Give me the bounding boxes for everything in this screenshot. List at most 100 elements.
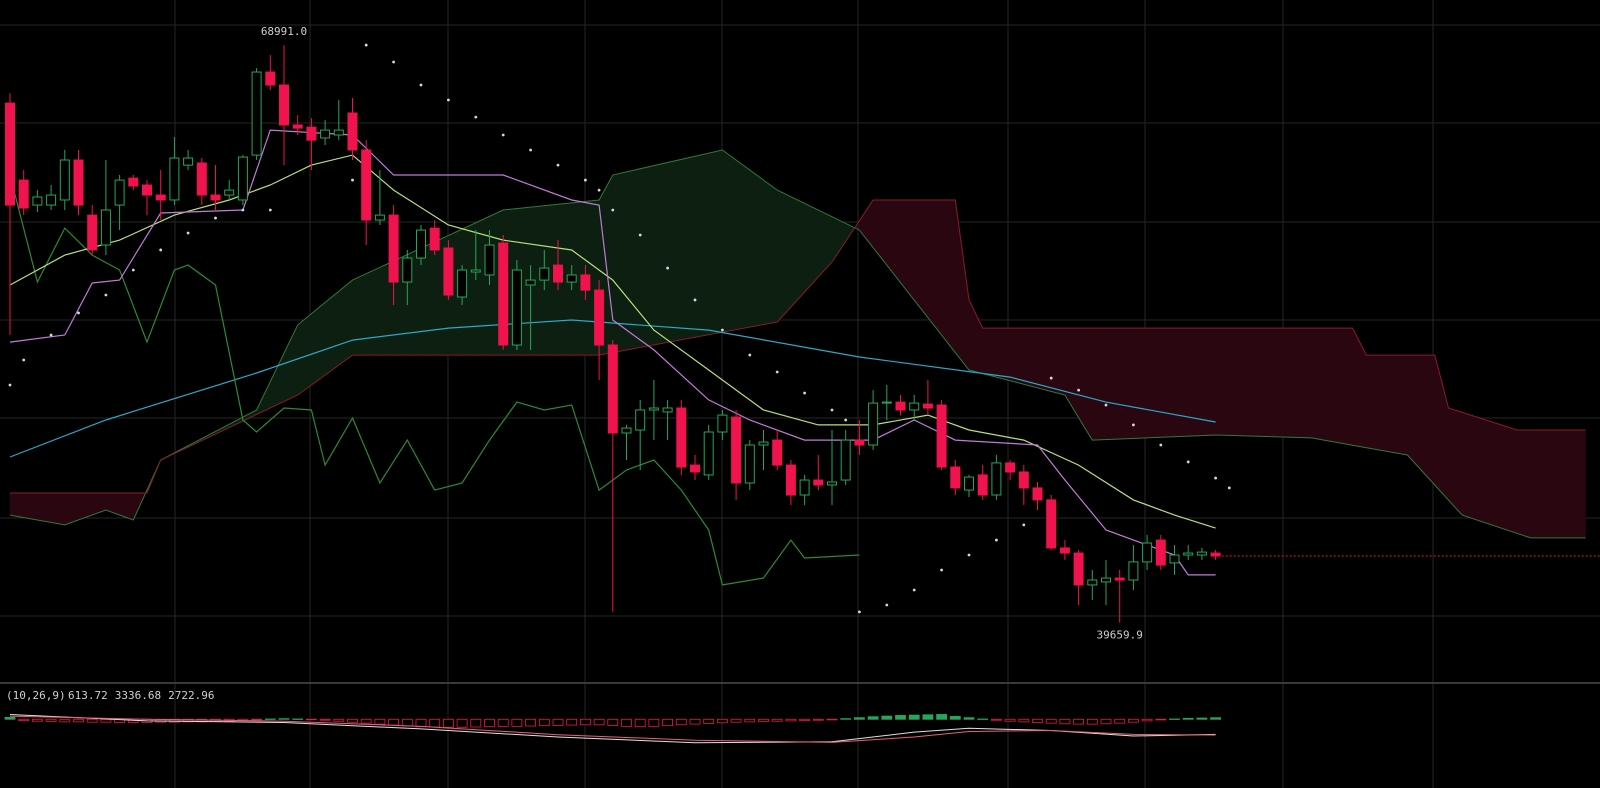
candle-body [1087,579,1098,586]
macd-bar [1059,718,1071,725]
high-label: 68991.0 [261,25,307,38]
candle-body [498,242,509,346]
macd-bar [18,718,30,721]
candle-body [320,129,331,139]
candle-body [936,404,947,468]
macd-bar [319,718,331,721]
cloud-fill [1092,327,1216,441]
sar-dot [1186,460,1190,464]
macd-bar [1169,718,1180,720]
cloud-fill [1215,327,1312,439]
macd-bar [415,718,427,728]
sar-dot [8,383,12,387]
sar-dot [1049,376,1053,380]
macd-bar [511,718,523,727]
macd-bar [662,718,673,727]
macd-bar [854,717,865,720]
candle-body [18,179,29,209]
low-label: 39659.9 [1097,629,1143,642]
candle-body [416,229,426,259]
macd-bar [634,718,646,728]
candle-body [32,196,43,206]
sar-dot [419,83,423,87]
macd-bar [292,718,304,720]
candle-body [183,157,194,166]
sar-dot [529,148,532,152]
macd-bar [977,718,989,720]
candle-body [306,126,317,141]
macd-bar [484,718,495,728]
macd-bar [86,718,98,723]
candle-body [1073,552,1084,586]
candle-body [196,162,207,196]
sar-dot [693,298,697,302]
macd-bar [347,718,358,723]
macd-bar [1196,717,1208,720]
candle-body [977,474,988,496]
macd-bar [59,718,71,723]
macd-bar [1004,718,1016,722]
candle-body [1018,471,1029,489]
candle-body [279,84,289,126]
sar-dot [1077,388,1080,392]
candle-body [895,401,906,411]
sar-dot [268,208,272,212]
macd-bar [936,714,947,720]
cloud-fill [1461,412,1518,534]
macd-readout: 3336.68 [115,689,161,702]
macd-bar [538,718,550,727]
candle-body [785,464,796,496]
indicator-line [9,129,1216,576]
sar-dot [364,43,368,47]
macd-bar [648,718,660,727]
sar-dot [131,268,135,272]
macd-bar [456,718,468,728]
candle-body [703,431,714,476]
macd-bar [1073,718,1084,725]
candle-body [607,344,618,434]
candle-body [443,247,454,296]
macd-bar [360,718,372,724]
candle-body [1196,551,1207,556]
macd-bar [4,716,16,720]
candle-body [1155,539,1166,566]
macd-bar [758,718,769,722]
sar-dot [392,60,395,64]
macd-bar [1018,718,1030,723]
macd-bar [840,718,852,720]
candle-body [580,274,591,291]
candle-body [717,414,728,433]
candle-body [922,403,933,409]
candle-body [991,462,1002,496]
candle-body [237,156,248,201]
candle-body [813,479,824,486]
candle-body [292,124,303,129]
macd-bar [730,718,742,723]
macd-bar [1045,718,1057,724]
macd-bar [1032,718,1043,723]
macd-bar [689,718,701,725]
candle-body [881,401,892,404]
sar-dot [241,208,245,212]
macd-bar [388,718,400,726]
candle-body [772,439,783,466]
candle-body [100,209,111,246]
macd-bar [580,718,591,726]
sar-dot [803,391,806,395]
candle-body [251,71,262,156]
macd-bar [607,718,619,726]
sar-dot [830,408,834,412]
cloud-fill [1311,327,1353,446]
macd-bar [991,718,1002,721]
macd-bar [264,718,276,720]
candle-body [1142,542,1153,563]
candle-body [566,274,577,283]
candle-body [662,407,673,413]
sar-dot [1132,423,1135,427]
candle-body [553,264,563,283]
sar-dot [912,588,916,592]
cloud-fill [1530,429,1586,539]
macd-bar [100,718,112,723]
candle-body [1210,552,1221,557]
